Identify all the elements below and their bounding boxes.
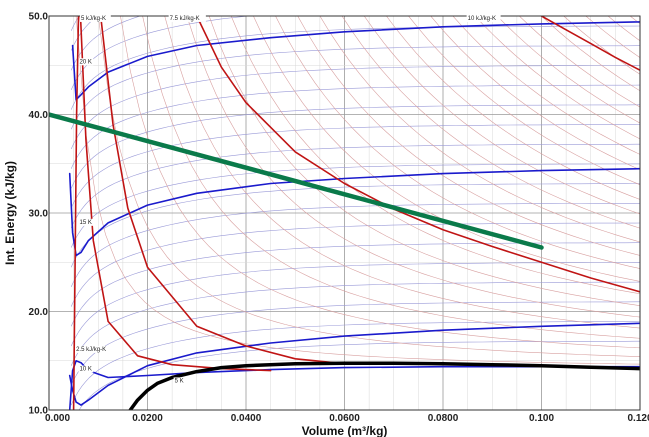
- isotherm-line: [71, 21, 640, 101]
- curve-annotations: 5 kJ/kg-K 7.5 kJ/kg-K 10 kJ/kg-K 20 K 15 K 2.…: [75, 14, 501, 385]
- isotherm-minor: [70, 222, 640, 307]
- curve-annotation: 10 K: [80, 367, 92, 373]
- isotherm-minor: [70, 262, 640, 347]
- y-tick-label: 30.0: [29, 209, 49, 220]
- y-tick-label: 40.0: [29, 110, 49, 121]
- isentrope-line: [540, 16, 640, 71]
- curve-annotation: 5 kJ/kg-K: [81, 16, 106, 22]
- curve-annotation: 15 K: [80, 220, 92, 226]
- isentrope-minor: [164, 16, 640, 329]
- isotherm-line: [68, 360, 640, 410]
- curve-annotation: 2.5 kJ/kg-K: [76, 347, 106, 353]
- x-tick-label: 0.100: [529, 413, 554, 424]
- x-tick-label: 0.000: [45, 413, 70, 424]
- isentrope-minor: [275, 16, 640, 269]
- isotherm-minor: [70, 183, 640, 268]
- isotherm-minor: [70, 143, 640, 228]
- x-tick-label: 0.0600: [329, 413, 360, 424]
- isotherm-minor: [70, 16, 251, 91]
- annotation-bg: [173, 377, 186, 385]
- isentrope-minor: [75, 16, 640, 365]
- isotherm-minor: [70, 65, 640, 150]
- series-layer: [49, 16, 640, 410]
- y-axis-ticks: 10.0 20.0 30.0 40.0 50.0: [29, 12, 49, 417]
- isentrope-minor: [386, 16, 640, 200]
- process-line: [49, 112, 544, 250]
- isotherm-line: [68, 167, 640, 257]
- saturation-line: [128, 361, 640, 410]
- y-tick-label: 10.0: [29, 406, 49, 417]
- isentrope-line: [99, 16, 346, 365]
- x-tick-label: 0.120: [627, 413, 649, 424]
- curve-annotation: 10 kJ/kg-K: [468, 16, 496, 22]
- x-axis-title: Volume (m³/kg): [302, 424, 388, 437]
- y-tick-label: 20.0: [29, 307, 49, 318]
- isentrope-minor: [230, 16, 640, 295]
- isentrope-minor: [253, 16, 640, 282]
- isotherm-minor: [70, 45, 640, 130]
- isotherm-minor: [70, 281, 640, 366]
- isentrope-minor: [363, 16, 640, 215]
- annotation-bg: [78, 218, 94, 226]
- isotherm-minor: [70, 124, 640, 209]
- isentrope-minor: [430, 16, 640, 171]
- isentrope-minor: [120, 16, 640, 349]
- x-axis-ticks: 0.000 0.0200 0.0400 0.0600 0.0800 0.100 0.120: [45, 413, 649, 424]
- isotherm-minor: [71, 0, 640, 11]
- x-tick-label: 0.0400: [231, 413, 262, 424]
- y-axis-title: Int. Energy (kJ/kg): [3, 161, 17, 265]
- curve-annotation: 20 K: [80, 59, 92, 65]
- annotation-bg: [75, 345, 113, 353]
- isentrope-minor: [341, 16, 640, 229]
- isotherm-minor: [70, 242, 640, 327]
- annotation-bg: [168, 14, 206, 22]
- isentrope-minor: [452, 16, 640, 155]
- isotherm-minor: [70, 203, 640, 288]
- isentrope-minor: [297, 16, 640, 256]
- annotation-bg: [466, 14, 501, 22]
- isentrope-minor: [496, 16, 640, 124]
- curve-annotation: 7.5 kJ/kg-K: [170, 16, 200, 22]
- isotherm-minor: [70, 25, 640, 110]
- isentrope-minor: [186, 16, 640, 318]
- isentrope-line: [72, 16, 80, 410]
- isentrope-minor: [474, 16, 640, 140]
- y-tick-label: 50.0: [29, 12, 49, 23]
- isotherm-minor: [70, 321, 640, 406]
- isentrope-minor: [98, 16, 640, 357]
- isotherm-minor: [70, 16, 142, 71]
- isentrope-minor: [408, 16, 640, 186]
- plot-frame: [48, 15, 641, 411]
- annotation-bg: [78, 365, 94, 373]
- annotation-bg: [78, 58, 94, 66]
- isentrope-minor: [519, 16, 640, 108]
- x-tick-label: 0.0200: [132, 413, 163, 424]
- isotherm-minor: [70, 104, 640, 189]
- curve-annotation: 5 K: [175, 378, 184, 384]
- isentrope-minor: [319, 16, 640, 243]
- isotherm-line: [68, 322, 640, 406]
- isentrope-minor: [142, 16, 640, 339]
- x-tick-label: 0.0800: [428, 413, 459, 424]
- annotation-bg: [80, 14, 111, 22]
